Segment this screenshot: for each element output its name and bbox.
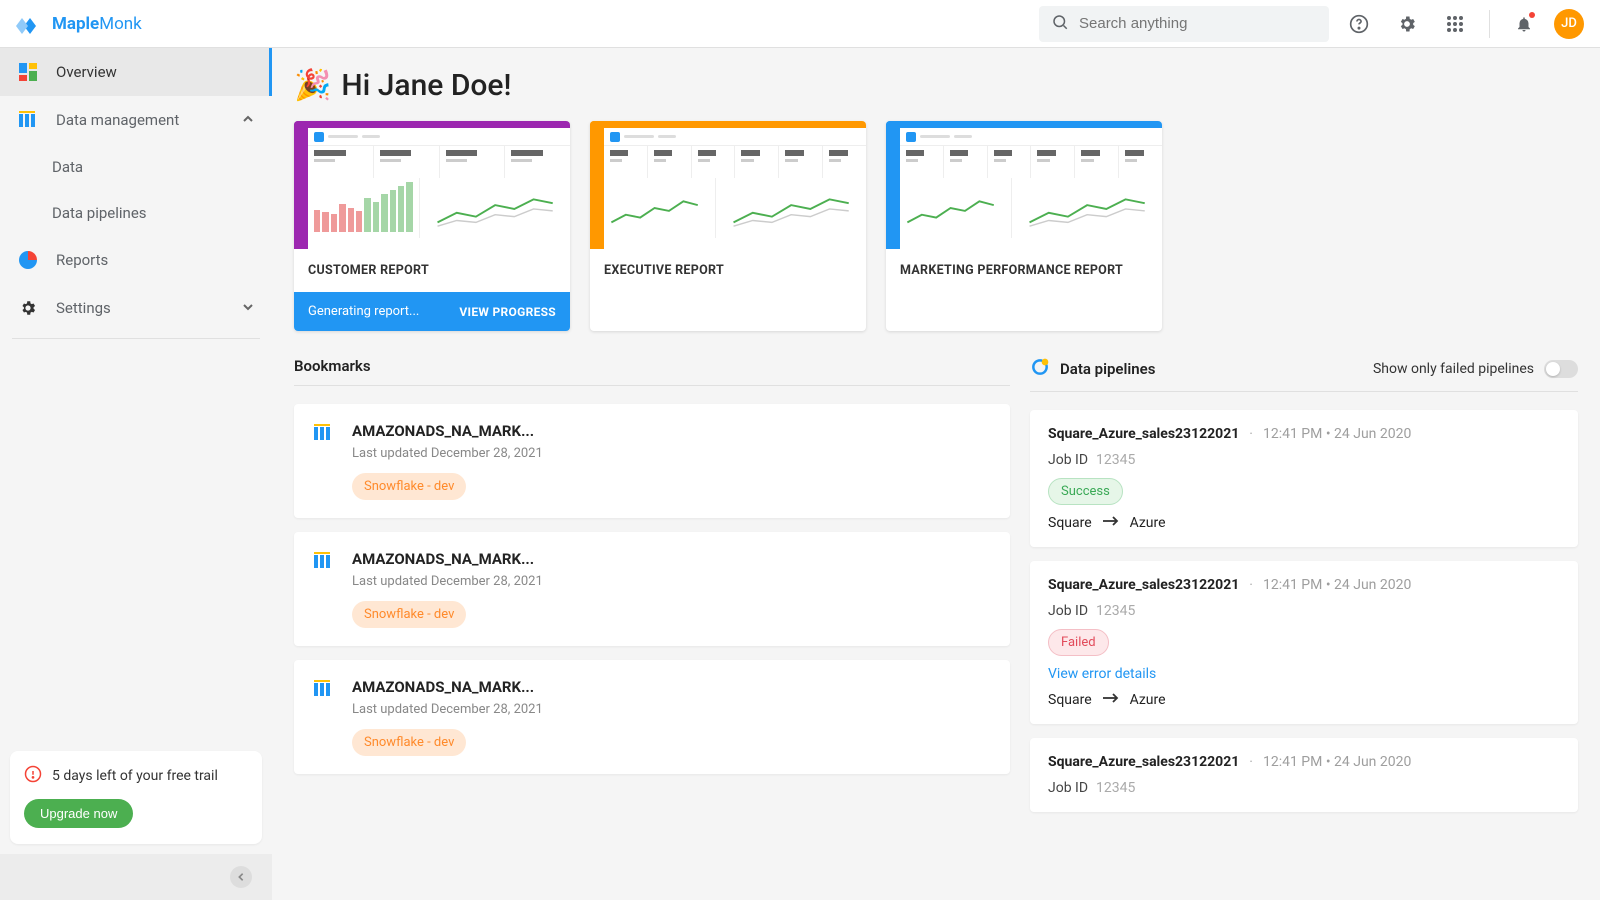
job-id-value: 12345	[1096, 452, 1135, 468]
reports-row: CUSTOMER REPORT Generating report... VIEW …	[294, 121, 1578, 331]
sidebar-item-label: Overview	[56, 63, 117, 81]
pipeline-card[interactable]: Square_Azure_sales23122021 · 12:41 PM • …	[1030, 561, 1578, 724]
chevron-up-icon	[242, 111, 254, 129]
report-status-bar: Generating report... VIEW PROGRESS	[294, 292, 570, 331]
toggle-switch[interactable]	[1544, 360, 1578, 378]
bookmark-tag: Snowflake - dev	[352, 729, 466, 756]
pie-icon	[18, 250, 38, 270]
bookmark-title: AMAZONADS_NA_MARK...	[352, 422, 992, 440]
pipeline-time: 12:41 PM • 24 Jun 2020	[1263, 426, 1411, 442]
job-id-label: Job ID	[1048, 452, 1088, 468]
report-card[interactable]: EXECUTIVE REPORT	[590, 121, 866, 331]
pipeline-card[interactable]: Square_Azure_sales23122021 · 12:41 PM • …	[1030, 410, 1578, 547]
bookmark-subtitle: Last updated December 28, 2021	[352, 446, 992, 461]
columns-icon	[18, 110, 38, 130]
sidebar-item-settings[interactable]: Settings	[0, 284, 272, 332]
greeting: 🎉 Hi Jane Doe!	[294, 68, 1578, 103]
sidebar-collapse-row	[0, 854, 272, 900]
report-card[interactable]: MARKETING PERFORMANCE REPORT	[886, 121, 1162, 331]
collapse-button[interactable]	[230, 866, 252, 888]
apps-icon[interactable]	[1437, 6, 1473, 42]
pipeline-name: Square_Azure_sales23122021	[1048, 754, 1239, 770]
sidebar-item-label: Data management	[56, 111, 179, 129]
pipeline-time: 12:41 PM • 24 Jun 2020	[1263, 577, 1411, 593]
logo-icon	[16, 14, 44, 34]
job-id-value: 12345	[1096, 780, 1135, 796]
sidebar-item-label: Data	[52, 158, 83, 176]
search-box[interactable]	[1039, 6, 1329, 42]
pipelines-toggle[interactable]: Show only failed pipelines	[1373, 360, 1578, 378]
report-card[interactable]: CUSTOMER REPORT Generating report... VIEW …	[294, 121, 570, 331]
avatar[interactable]: JD	[1554, 9, 1584, 39]
arrow-right-icon	[1102, 515, 1120, 531]
sidebar-item-data-management[interactable]: Data management	[0, 96, 272, 144]
topbar: MapleMonk JD	[0, 0, 1600, 48]
report-title: EXECUTIVE REPORT	[590, 249, 866, 292]
job-id-value: 12345	[1096, 603, 1135, 619]
bookmark-card[interactable]: AMAZONADS_NA_MARK... Last updated Decemb…	[294, 404, 1010, 518]
status-pill: Failed	[1048, 629, 1109, 656]
upgrade-button[interactable]: Upgrade now	[24, 799, 133, 828]
report-status-text: Generating report...	[308, 304, 419, 319]
divider	[1489, 10, 1490, 38]
sidebar-item-label: Reports	[56, 251, 108, 269]
info-icon	[24, 765, 42, 787]
pipeline-route: Square Azure	[1048, 515, 1560, 531]
bookmark-tag: Snowflake - dev	[352, 473, 466, 500]
columns-icon	[312, 678, 334, 756]
arrow-right-icon	[1102, 692, 1120, 708]
pipeline-icon	[1030, 357, 1050, 381]
bookmarks-list: AMAZONADS_NA_MARK... Last updated Decemb…	[294, 404, 1010, 774]
bookmark-subtitle: Last updated December 28, 2021	[352, 574, 992, 589]
bookmark-card[interactable]: AMAZONADS_NA_MARK... Last updated Decemb…	[294, 532, 1010, 646]
toggle-label: Show only failed pipelines	[1373, 361, 1534, 377]
bookmarks-title: Bookmarks	[294, 357, 371, 375]
search-input[interactable]	[1079, 15, 1317, 32]
sidebar-item-label: Settings	[56, 299, 111, 317]
trial-text: 5 days left of your free trail	[52, 768, 218, 784]
bookmark-title: AMAZONADS_NA_MARK...	[352, 550, 992, 568]
pipeline-name: Square_Azure_sales23122021	[1048, 577, 1239, 593]
view-error-link[interactable]: View error details	[1048, 666, 1560, 682]
trial-card: 5 days left of your free trail Upgrade n…	[10, 751, 262, 844]
view-progress-link[interactable]: VIEW PROGRESS	[459, 305, 556, 319]
pipelines-title: Data pipelines	[1030, 357, 1155, 381]
pipeline-route: Square Azure	[1048, 692, 1560, 708]
sidebar-item-data-pipelines[interactable]: Data pipelines	[52, 190, 272, 236]
logo-text: MapleMonk	[52, 14, 142, 34]
sidebar-item-reports[interactable]: Reports	[0, 236, 272, 284]
sidebar-item-data[interactable]: Data	[52, 144, 272, 190]
logo[interactable]: MapleMonk	[16, 14, 142, 34]
sidebar: Overview Data management Data Data pipel…	[0, 48, 272, 900]
report-title: MARKETING PERFORMANCE REPORT	[886, 249, 1162, 292]
pipeline-card[interactable]: Square_Azure_sales23122021 · 12:41 PM • …	[1030, 738, 1578, 812]
job-id-label: Job ID	[1048, 603, 1088, 619]
columns-icon	[312, 422, 334, 500]
pipelines-list: Square_Azure_sales23122021 · 12:41 PM • …	[1030, 410, 1578, 812]
job-id-label: Job ID	[1048, 780, 1088, 796]
gear-icon	[18, 298, 38, 318]
columns-icon	[312, 550, 334, 628]
bookmark-tag: Snowflake - dev	[352, 601, 466, 628]
sidebar-item-label: Data pipelines	[52, 204, 147, 222]
dashboard-icon	[18, 62, 38, 82]
bookmark-title: AMAZONADS_NA_MARK...	[352, 678, 992, 696]
bookmark-subtitle: Last updated December 28, 2021	[352, 702, 992, 717]
status-pill: Success	[1048, 478, 1123, 505]
gear-icon[interactable]	[1389, 6, 1425, 42]
chevron-down-icon	[242, 299, 254, 317]
sidebar-item-overview[interactable]: Overview	[0, 48, 272, 96]
search-icon	[1051, 13, 1069, 35]
pipeline-name: Square_Azure_sales23122021	[1048, 426, 1239, 442]
bell-icon[interactable]	[1506, 6, 1542, 42]
party-icon: 🎉	[294, 68, 331, 103]
help-icon[interactable]	[1341, 6, 1377, 42]
main: 🎉 Hi Jane Doe! CUSTOMER REPORTGenerating…	[272, 48, 1600, 900]
pipeline-time: 12:41 PM • 24 Jun 2020	[1263, 754, 1411, 770]
report-title: CUSTOMER REPORT	[294, 249, 570, 292]
bookmark-card[interactable]: AMAZONADS_NA_MARK... Last updated Decemb…	[294, 660, 1010, 774]
